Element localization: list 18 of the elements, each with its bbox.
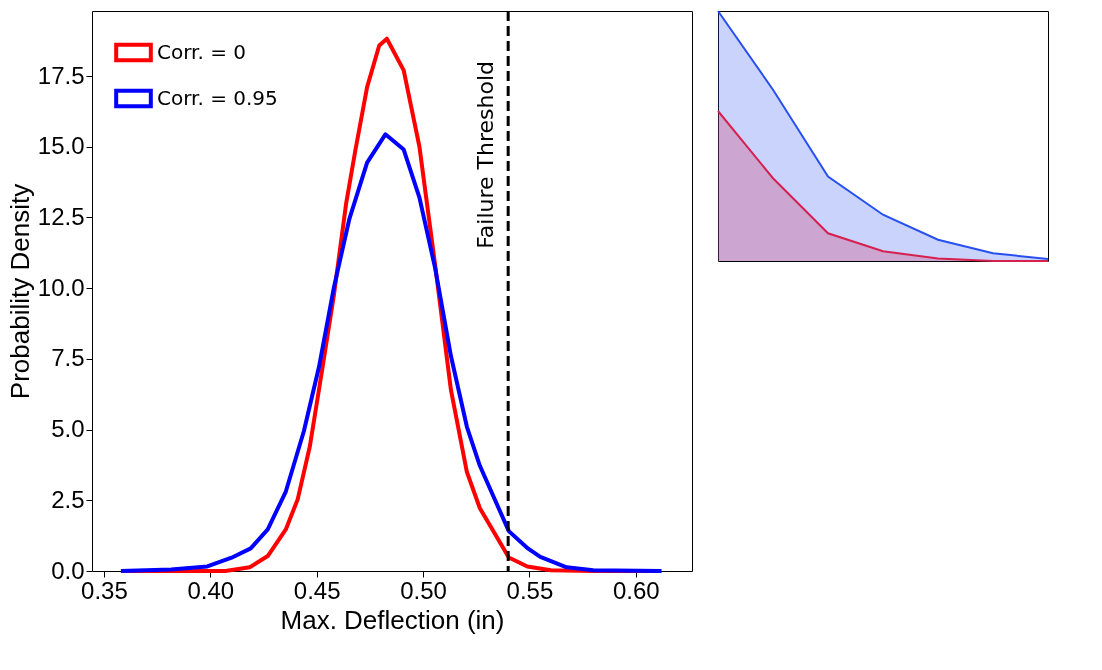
y-tick-label: 5.0 (51, 415, 85, 443)
y-tick-label: 12.5 (37, 202, 85, 230)
x-tick-label: 0.55 (506, 576, 554, 604)
x-axis-title: Max. Deflection (in) (280, 604, 505, 635)
y-tick-label: 2.5 (51, 485, 85, 513)
x-tick-label: 0.50 (400, 576, 447, 604)
y-tick-label: 10.0 (37, 273, 85, 301)
y-tick-label: 17.5 (37, 61, 85, 89)
y-tick-label: 7.5 (51, 344, 85, 372)
y-tick-label: 15.0 (37, 132, 85, 160)
legend-label: Corr. = 0 (157, 39, 247, 64)
ref-line-label: Failure Threshold (473, 61, 499, 249)
x-tick-label: 0.40 (187, 576, 235, 604)
y-tick-label: 0.0 (51, 556, 85, 584)
legend-label: Corr. = 0.95 (157, 85, 278, 110)
x-tick-label: 0.45 (293, 576, 341, 604)
y-axis-title: Probability Density (4, 183, 35, 400)
x-tick-label: 0.60 (612, 576, 660, 604)
